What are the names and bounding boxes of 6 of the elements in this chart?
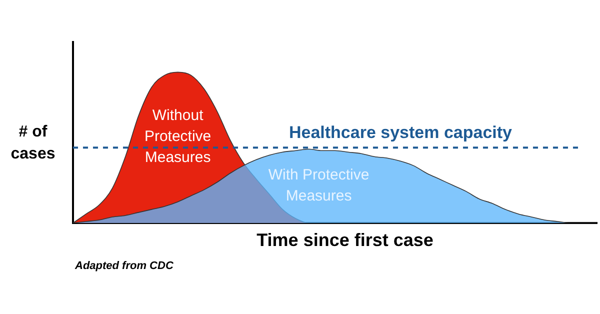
- series-label: Without Protective Measures: [144, 107, 212, 166]
- ref-line-label: Healthcare system capacity: [288, 122, 513, 142]
- y-axis-title: # of cases: [10, 123, 56, 162]
- text: Adapted from CDC: [75, 260, 174, 272]
- x-axis-title: Time since first case: [256, 230, 434, 250]
- series-label: With Protective Measures: [268, 166, 370, 205]
